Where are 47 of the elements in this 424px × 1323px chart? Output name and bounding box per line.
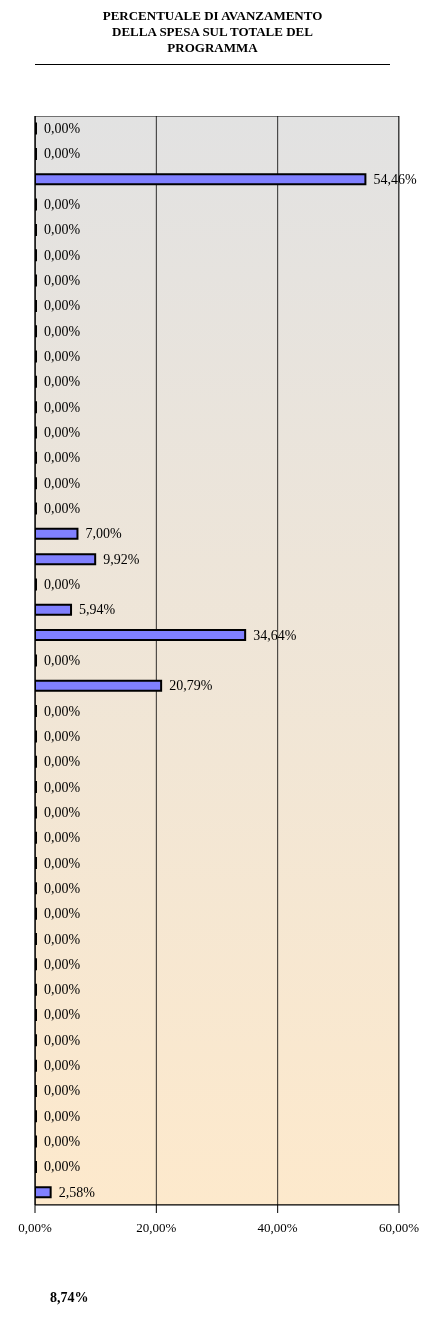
data-label: 0,00% xyxy=(44,728,81,744)
chart-title: PERCENTUALE DI AVANZAMENTO DELLA SPESA SUL TOTALE DEL PROGRAMMA xyxy=(101,8,324,56)
data-label: 0,00% xyxy=(44,576,81,592)
data-label: 0,00% xyxy=(44,1134,81,1150)
data-label: 0,00% xyxy=(44,1108,81,1124)
data-label: 0,00% xyxy=(44,450,81,466)
data-label: 5,94% xyxy=(79,602,116,618)
data-label: 0,00% xyxy=(44,956,81,972)
data-label: 0,00% xyxy=(44,298,81,314)
data-label: 0,00% xyxy=(44,222,81,238)
data-label: 0,00% xyxy=(44,779,81,795)
data-label: 0,00% xyxy=(44,399,81,415)
data-label: 0,00% xyxy=(44,754,81,770)
data-label: 0,00% xyxy=(44,830,81,846)
data-label: 0,00% xyxy=(44,804,81,820)
data-label: 0,00% xyxy=(44,1058,81,1074)
data-label: 0,00% xyxy=(44,374,81,390)
data-label: 0,00% xyxy=(44,247,81,263)
data-label: 0,00% xyxy=(44,349,81,365)
data-label: 0,00% xyxy=(44,855,81,871)
data-label: 0,00% xyxy=(44,982,81,998)
data-label: 20,79% xyxy=(169,678,213,694)
data-label: 0,00% xyxy=(44,652,81,668)
data-label: 0,00% xyxy=(44,475,81,491)
data-label: 0,00% xyxy=(44,880,81,896)
data-label: 0,00% xyxy=(44,273,81,289)
data-label: 0,00% xyxy=(44,500,81,516)
data-label: 0,00% xyxy=(44,1159,81,1175)
data-label: 0,00% xyxy=(44,906,81,922)
x-tick-label: 60,00% xyxy=(378,1220,420,1236)
data-label: 0,00% xyxy=(44,1083,81,1099)
data-label: 0,00% xyxy=(44,425,81,440)
data-label: 0,00% xyxy=(44,1032,81,1048)
data-label: 7,00% xyxy=(85,526,122,542)
data-label: 0,00% xyxy=(44,197,81,213)
data-label: 0,00% xyxy=(44,323,81,339)
data-label: 0,00% xyxy=(44,931,81,947)
x-tick-label: 20,00% xyxy=(136,1220,177,1236)
x-tick-label: 40,00% xyxy=(257,1220,298,1236)
text: 8,74% xyxy=(50,1290,89,1306)
data-label: 0,00% xyxy=(44,121,81,137)
data-label: 0,00% xyxy=(44,146,81,162)
data-label: 9,92% xyxy=(103,551,140,567)
data-label: 0,00% xyxy=(44,703,81,719)
x-tick-label: 0,00% xyxy=(18,1220,52,1236)
data-label: 2,58% xyxy=(58,1184,96,1200)
data-label: 0,00% xyxy=(44,1007,81,1023)
